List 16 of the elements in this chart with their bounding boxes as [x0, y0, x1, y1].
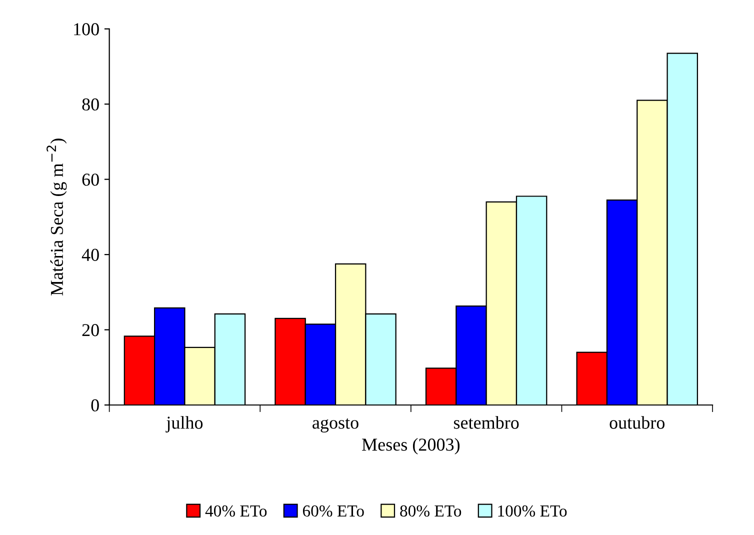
y-tick-label: 100 [74, 23, 99, 36]
x-tick-label: agosto [312, 418, 358, 432]
x-tick-label: outubro [610, 416, 665, 429]
legend-label: 100% ETo [498, 505, 567, 517]
y-tick-label: 0 [91, 399, 99, 412]
x-axis-title: Meses (2003) [362, 438, 460, 454]
x-tick-label: setembro [454, 416, 519, 429]
y-axis-title: Matéria Seca (g m$^{−2}$) [46, 138, 67, 296]
y-tick-label: 60 [82, 174, 99, 186]
y-tick-label: 80 [82, 98, 99, 111]
x-tick-label: julho [166, 416, 203, 432]
legend-label: 40% ETo [205, 505, 267, 517]
y-tick-label: 40 [82, 248, 99, 261]
legend-label: 60% ETo [302, 505, 364, 517]
y-tick-label: 20 [82, 324, 99, 336]
legend-label: 80% ETo [400, 505, 462, 517]
